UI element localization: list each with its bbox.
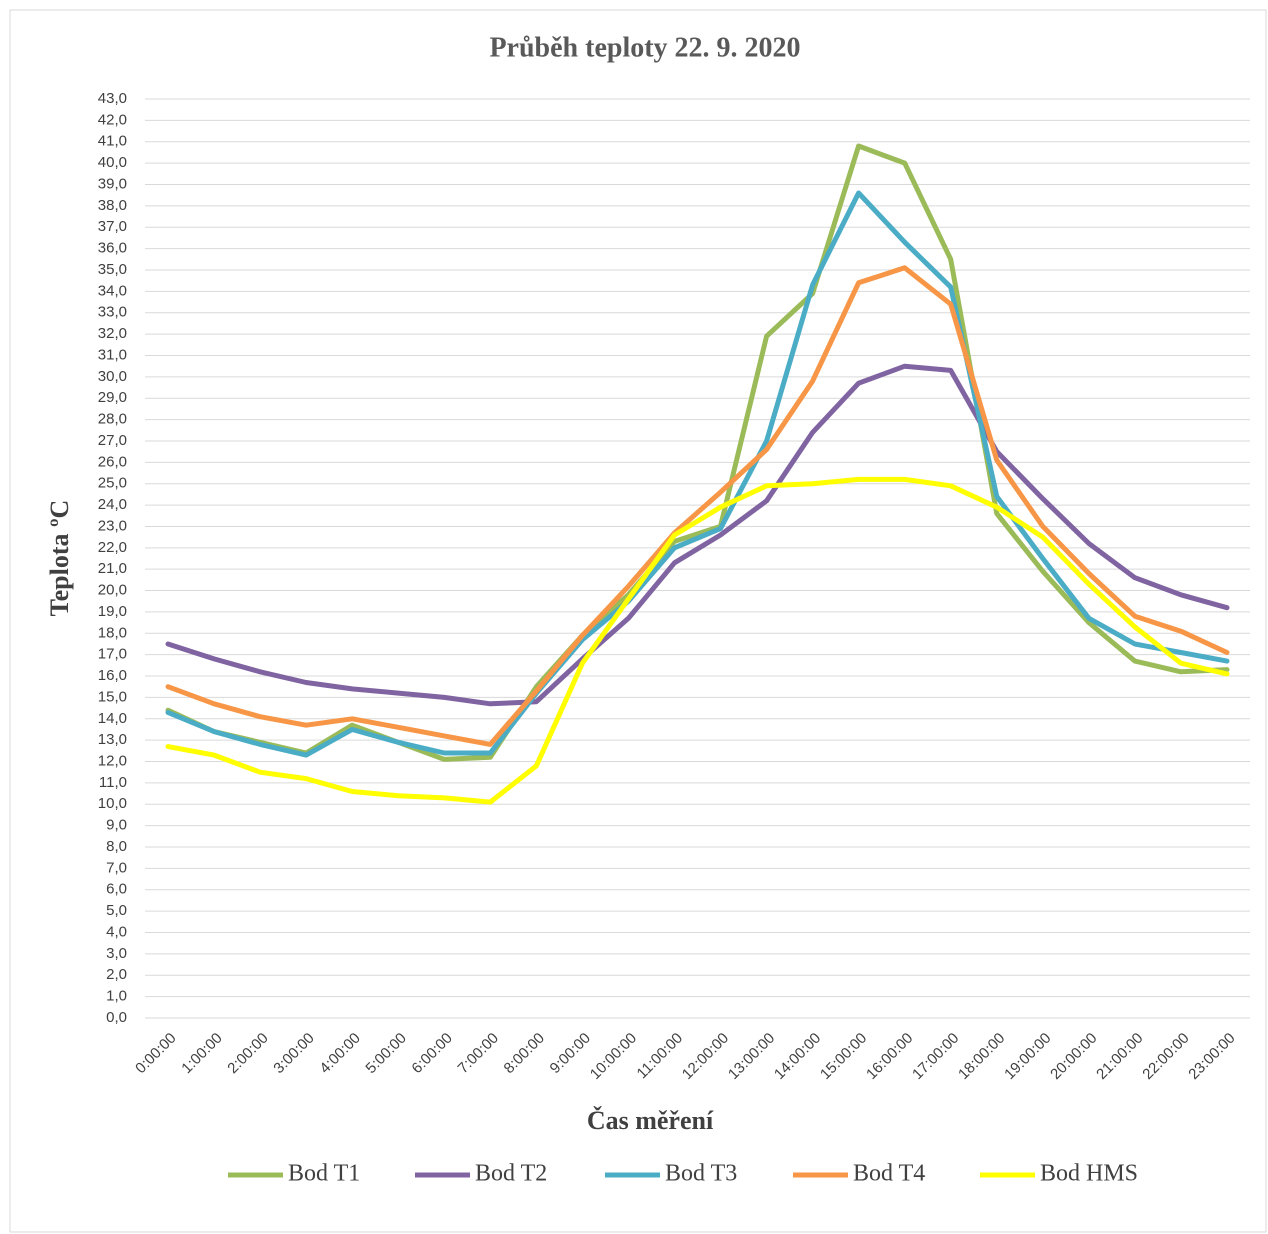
y-tick-label: 36,0 (98, 240, 127, 257)
y-tick-label: 0,0 (106, 1009, 127, 1026)
y-tick-label: 2,0 (106, 966, 127, 983)
y-tick-label: 4,0 (106, 923, 127, 940)
y-tick-label: 13,0 (98, 731, 127, 748)
y-tick-label: 17,0 (98, 646, 127, 663)
data-line (165, 363, 1230, 707)
y-tick-label: 39,0 (98, 175, 127, 192)
y-tick-label: 7,0 (106, 859, 127, 876)
y-tick-label: 24,0 (98, 496, 127, 513)
legend-label: Bod T3 (665, 1161, 737, 1187)
legend-label: Bod T4 (853, 1161, 925, 1187)
y-axis-title: Teplota ºC (45, 500, 74, 617)
y-tick-label: 29,0 (98, 389, 127, 406)
y-tick-label: 41,0 (98, 133, 127, 150)
y-tick-label: 16,0 (98, 667, 127, 684)
y-tick-label: 43,0 (98, 90, 127, 107)
y-tick-label: 11,0 (99, 774, 127, 791)
y-tick-label: 12,0 (98, 753, 127, 770)
y-tick-label: 10,0 (98, 795, 127, 812)
y-tick-label: 1,0 (106, 988, 127, 1005)
legend-label: Bod HMS (1040, 1161, 1138, 1187)
y-tick-label: 9,0 (106, 817, 127, 834)
y-tick-label: 33,0 (98, 304, 127, 321)
data-line (165, 265, 1230, 747)
data-line (165, 476, 1230, 805)
x-axis-title: Čas měření (587, 1106, 714, 1135)
y-tick-label: 34,0 (98, 282, 127, 299)
y-tick-label: 21,0 (98, 560, 127, 577)
y-tick-label: 22,0 (98, 539, 127, 556)
legend-label: Bod T1 (288, 1161, 360, 1187)
y-tick-label: 15,0 (98, 688, 127, 705)
y-tick-label: 19,0 (98, 603, 127, 620)
data-line (165, 143, 1230, 762)
legend-label: Bod T2 (475, 1161, 547, 1187)
y-tick-label: 30,0 (98, 368, 127, 385)
y-tick-label: 8,0 (106, 838, 127, 855)
y-tick-label: 28,0 (98, 411, 127, 428)
y-tick-label: 14,0 (98, 710, 127, 727)
y-tick-label: 26,0 (98, 453, 127, 470)
y-tick-label: 42,0 (98, 111, 127, 128)
y-tick-label: 32,0 (98, 325, 127, 342)
y-tick-label: 20,0 (98, 582, 127, 599)
y-tick-label: 25,0 (98, 475, 127, 492)
y-tick-label: 35,0 (98, 261, 127, 278)
y-tick-label: 40,0 (98, 154, 127, 171)
y-tick-label: 18,0 (98, 624, 127, 641)
y-tick-label: 31,0 (98, 346, 127, 363)
y-tick-label: 27,0 (98, 432, 127, 449)
y-tick-label: 3,0 (106, 945, 127, 962)
chart-border (9, 9, 1267, 1233)
y-tick-label: 23,0 (98, 517, 127, 534)
y-tick-label: 5,0 (106, 902, 127, 919)
data-line (165, 190, 1230, 758)
y-tick-label: 37,0 (98, 218, 127, 235)
y-tick-label: 38,0 (98, 197, 127, 214)
chart-title: Průběh teploty 22. 9. 2020 (489, 32, 800, 63)
y-tick-label: 6,0 (106, 881, 127, 898)
